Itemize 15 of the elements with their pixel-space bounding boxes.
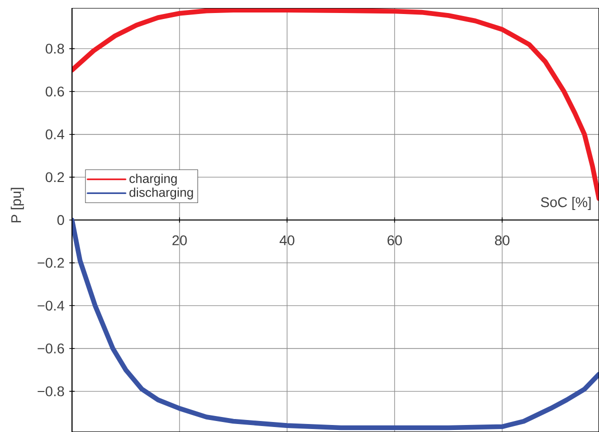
y-tick-label: 0.6: [46, 86, 64, 96]
x-tick-label: 20: [172, 235, 187, 246]
y-tick-label: −0.6: [38, 344, 64, 354]
y-tick-label: 0.2: [46, 172, 64, 182]
y-tick-label: 0.4: [46, 129, 64, 140]
x-axis-title: SoC [%]: [540, 196, 591, 210]
x-tick-label: 40: [280, 235, 294, 246]
y-tick-label: 0: [57, 215, 64, 225]
y-axis-title: P [pu]: [10, 188, 24, 222]
y-tick-label: −0.2: [38, 258, 64, 268]
legend-label: discharging: [130, 188, 193, 200]
legend-label: charging: [130, 174, 177, 186]
y-tick-label: −0.4: [38, 300, 64, 311]
y-tick-label: 0.8: [46, 44, 64, 54]
y-tick-label: −0.8: [38, 386, 64, 396]
